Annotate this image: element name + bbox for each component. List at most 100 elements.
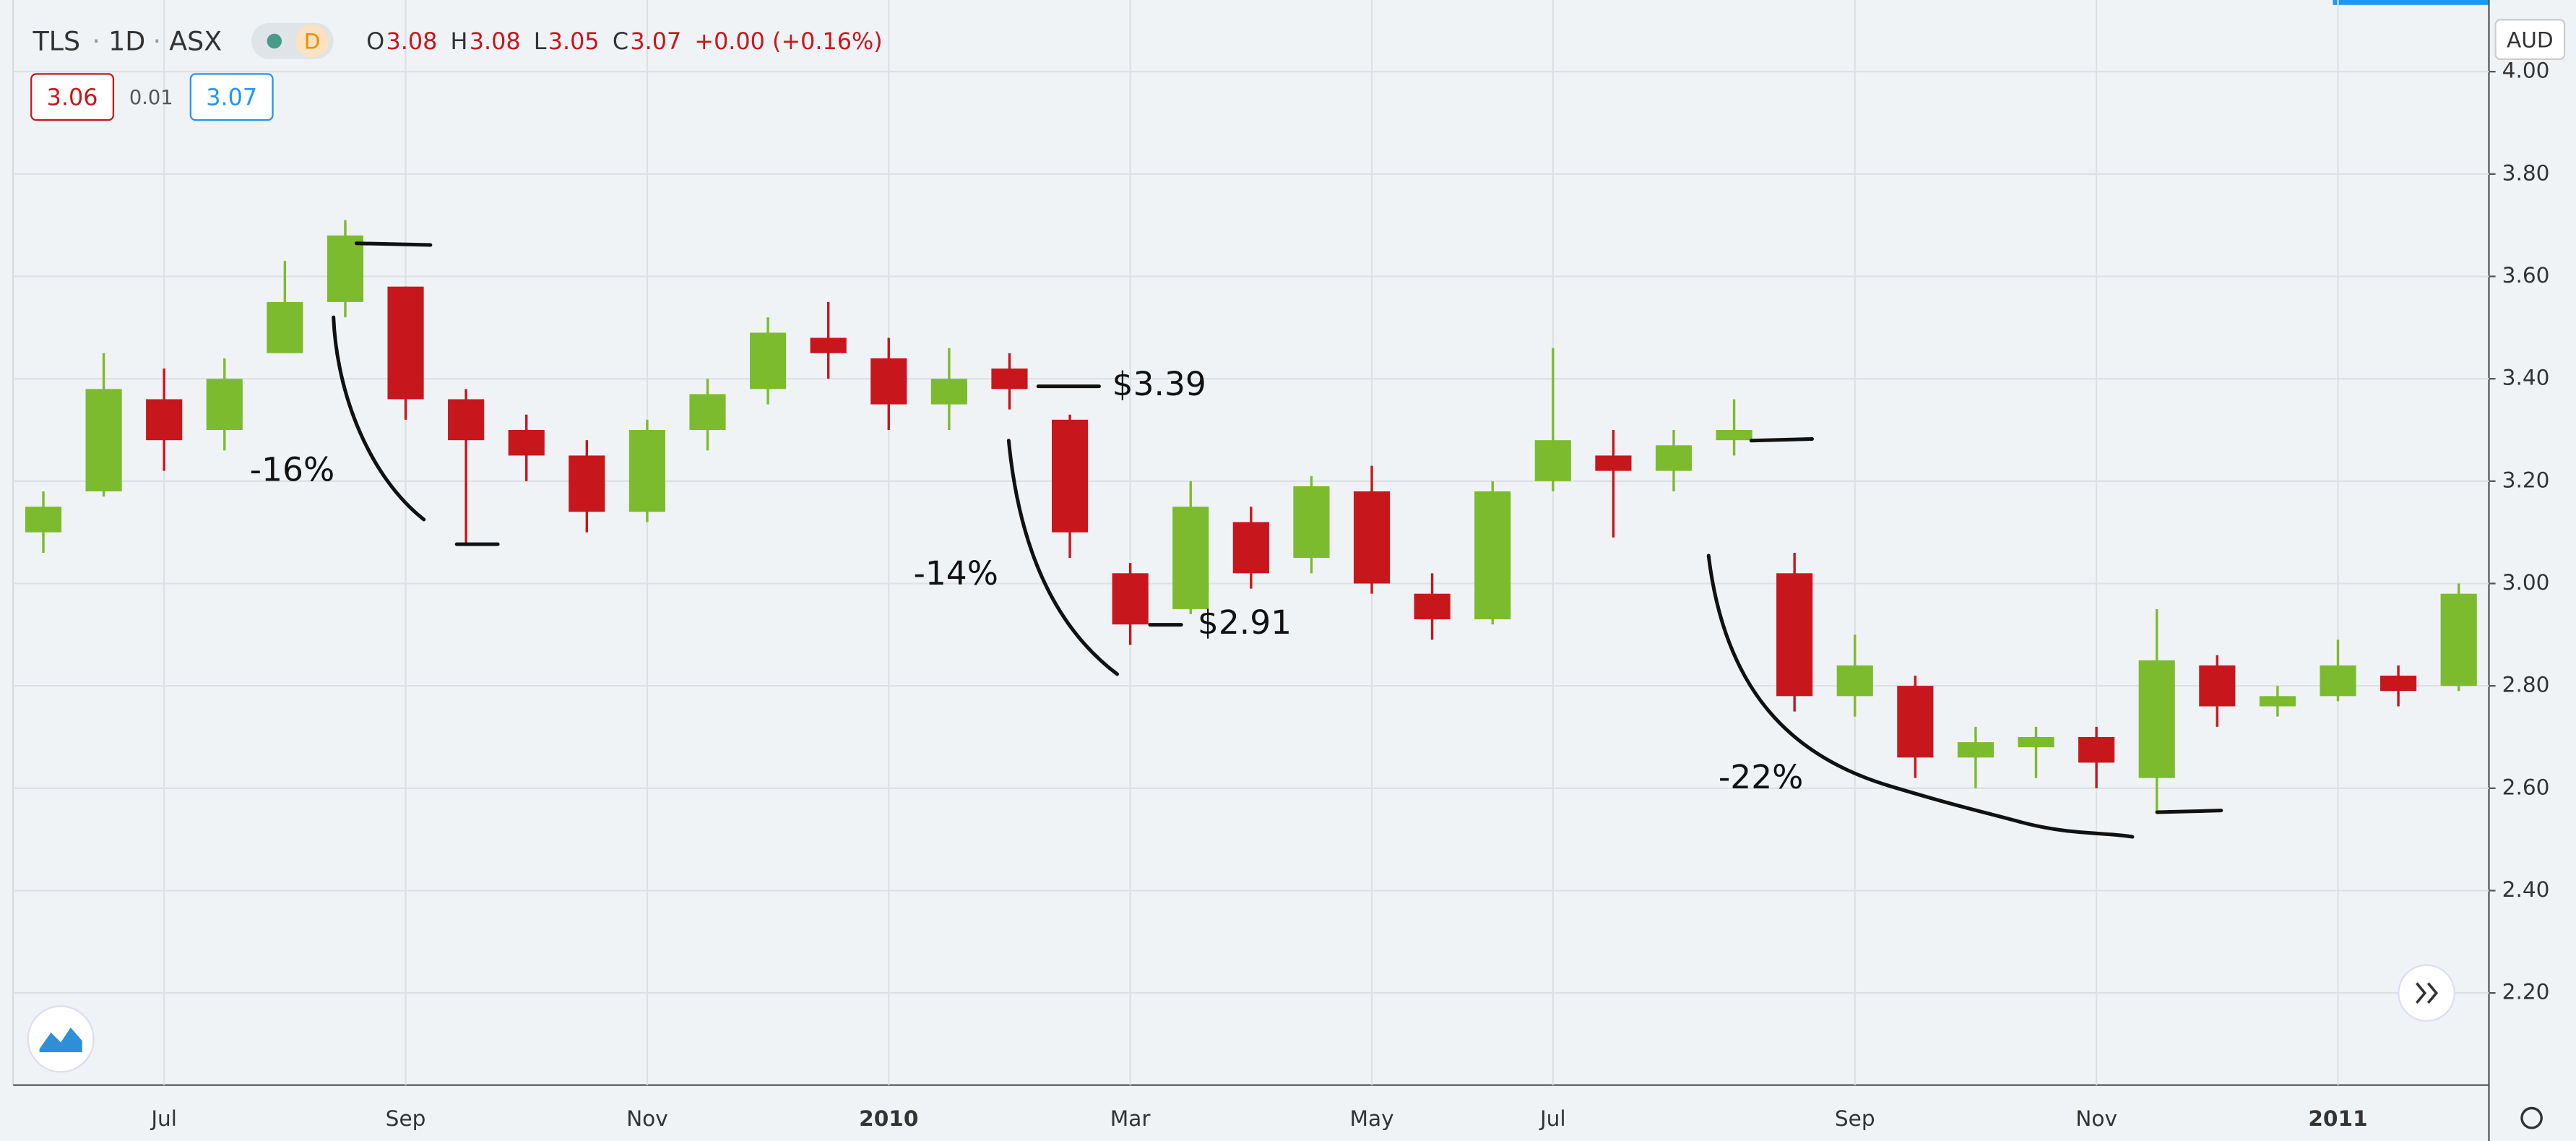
candle-body: [2259, 696, 2296, 707]
ohlc-label: H: [451, 27, 468, 55]
annotation-label: -16%: [250, 450, 334, 488]
interval: 1D: [108, 26, 145, 57]
spread: 0.01: [129, 87, 173, 109]
candle-body: [146, 399, 183, 441]
candle-body: [85, 389, 122, 491]
candle-body: [448, 399, 485, 441]
candle-body: [2018, 736, 2054, 748]
y-tick-label: 2.60: [2502, 775, 2550, 799]
ohlc-value: 3.05: [548, 27, 600, 55]
candle-body: [628, 429, 665, 512]
candle-body: [267, 301, 303, 353]
candle-body: [1534, 440, 1571, 481]
candle-body: [1172, 507, 1209, 609]
separator: ·: [92, 26, 100, 57]
separator: ·: [153, 26, 162, 57]
ohlc-label: O: [366, 27, 384, 55]
candle-body: [1836, 665, 1873, 697]
annotation-label: $2.91: [1198, 603, 1292, 642]
annotation-label: -22%: [1719, 758, 1803, 796]
candle-body: [1051, 419, 1089, 533]
candle-body: [1776, 573, 1813, 697]
currency-box[interactable]: [2494, 19, 2566, 61]
annotation-stroke: [332, 315, 426, 522]
candle-body: [569, 455, 605, 512]
annotation-stroke: [355, 241, 433, 247]
badge-bg: [295, 25, 329, 58]
annotation-stroke: [2155, 809, 2223, 814]
ohlc-label: L: [534, 27, 547, 55]
annotation-label: $3.39: [1112, 365, 1206, 403]
ask-box[interactable]: [189, 73, 274, 121]
y-tick-label: 3.20: [2502, 468, 2550, 492]
symbol: TLS: [32, 26, 80, 57]
y-tick-label: 3.60: [2502, 263, 2550, 288]
candle-body: [1112, 573, 1149, 625]
candles: [25, 220, 2477, 814]
x-tick-label: Sep: [1835, 1106, 1875, 1131]
candle-body: [387, 286, 424, 400]
annotations: -16% $3.39 -14% $2.91 -22%: [250, 241, 2223, 839]
annotation-stroke: [1006, 439, 1119, 676]
change: +0.00 (+0.16%): [694, 27, 882, 55]
bid-box[interactable]: [30, 73, 115, 121]
badge: D: [304, 30, 321, 54]
x-tick-label: 2010: [859, 1106, 918, 1131]
ohlc-value: 3.08: [386, 27, 437, 55]
candle-body: [2320, 665, 2356, 697]
x-tick-label: Jul: [150, 1106, 177, 1131]
y-tick-label: 3.00: [2502, 570, 2550, 595]
y-tick-label: 2.40: [2502, 877, 2550, 902]
candle-body: [2199, 665, 2236, 707]
candle-body: [1414, 593, 1451, 620]
top-indicator: [2333, 0, 2489, 5]
x-tick-label: Nov: [2075, 1106, 2117, 1131]
ohlc-value: 3.07: [630, 27, 681, 55]
annotation-stroke: [1706, 554, 2135, 839]
candle-body: [2078, 736, 2115, 763]
ohlc-legend: O 3.08 H 3.08 L 3.05 C 3.07: [366, 27, 681, 55]
grid: [13, 0, 2496, 1085]
candle-body: [2138, 660, 2175, 778]
candle-body: [25, 507, 62, 533]
status-dot: [267, 33, 282, 49]
currency: AUD: [2507, 27, 2554, 52]
y-tick-label: 4.00: [2502, 59, 2550, 83]
annotation-stroke: [1749, 436, 1814, 443]
candle-body: [870, 358, 907, 405]
candle-body: [327, 235, 364, 302]
x-tick-label: May: [1349, 1106, 1393, 1131]
x-tick-label: Sep: [386, 1106, 426, 1131]
candle-body: [1293, 486, 1330, 559]
settings-button[interactable]: [2520, 1106, 2543, 1129]
y-tick-label: 2.80: [2502, 673, 2550, 697]
candle-body: [930, 379, 967, 405]
candle-body: [1897, 686, 1934, 758]
candle-body: [1655, 445, 1693, 471]
candle-body: [1957, 742, 1994, 758]
candle-body: [689, 394, 726, 430]
x-tick-label: Nov: [626, 1106, 668, 1131]
candle-body: [2380, 675, 2417, 692]
candle-body: [508, 429, 545, 456]
candle-body: [1474, 491, 1511, 620]
candle-body: [1595, 455, 1632, 471]
candle-body: [2440, 593, 2477, 686]
logo-button[interactable]: [27, 1005, 95, 1073]
candle-body: [1353, 491, 1391, 584]
ohlc-label: C: [613, 27, 628, 55]
x-tick-label: Mar: [1110, 1106, 1151, 1131]
annotation-label: -14%: [913, 554, 998, 593]
y-tick-label: 3.80: [2502, 160, 2550, 185]
ask: 3.07: [206, 84, 257, 111]
bid: 3.06: [47, 84, 98, 111]
candle-body: [750, 332, 787, 389]
exchange: ASX: [169, 26, 222, 57]
candle-body: [1232, 522, 1269, 574]
candle-body: [810, 337, 847, 353]
x-tick-label: Jul: [1539, 1106, 1566, 1131]
scroll-icon: [2416, 982, 2439, 1004]
